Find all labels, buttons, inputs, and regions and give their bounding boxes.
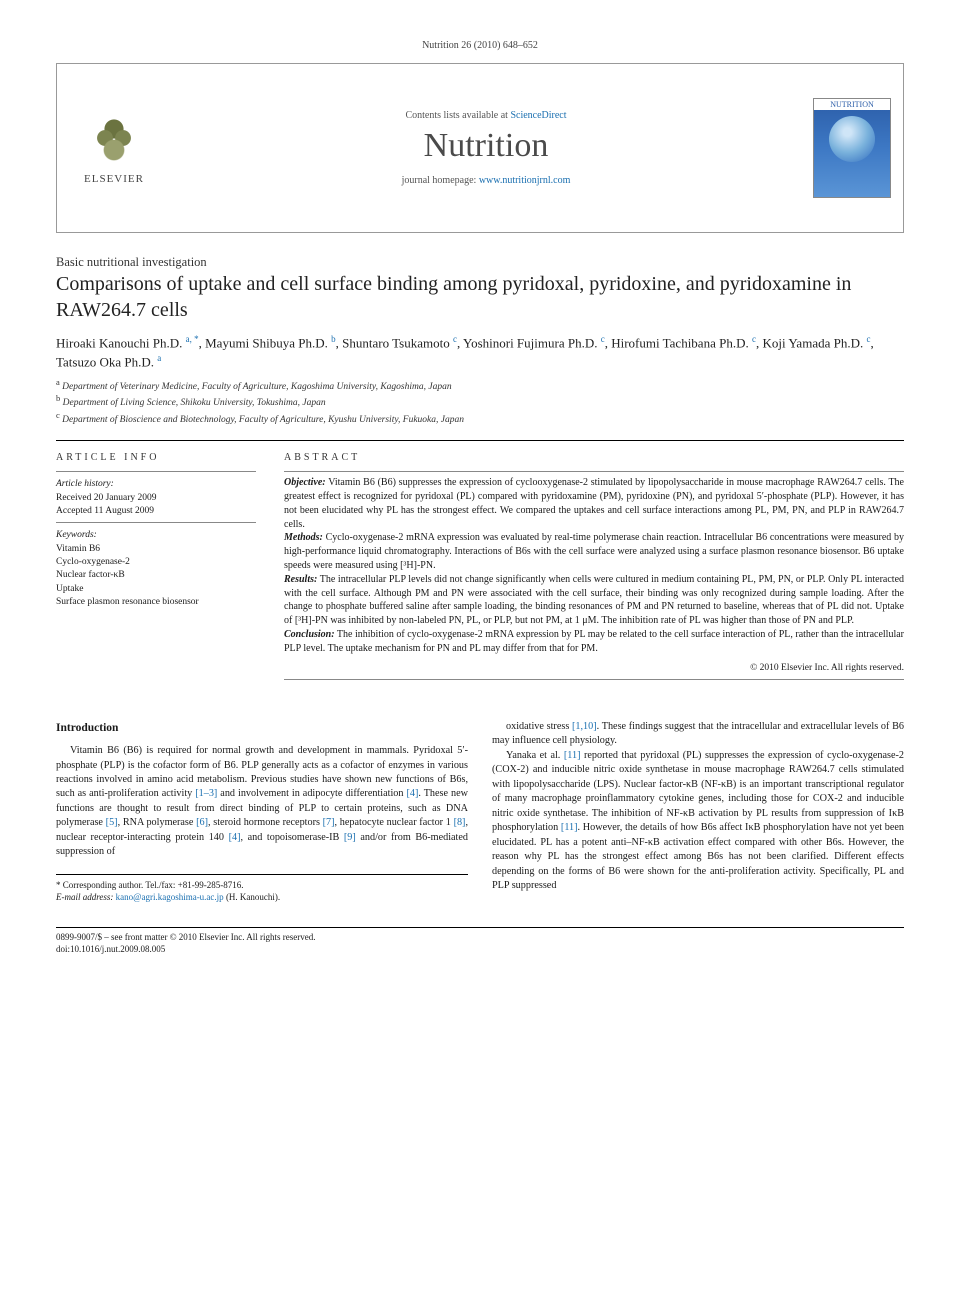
article-title: Comparisons of uptake and cell surface b…	[56, 272, 904, 323]
cover-globe-icon	[829, 116, 875, 162]
results-label: Results:	[284, 574, 317, 585]
ref-link[interactable]: [11]	[564, 750, 581, 761]
conclusion-text: The inhibition of cyclo-oxygenase-2 mRNA…	[284, 629, 904, 654]
methods-text: Cyclo-oxygenase-2 mRNA expression was ev…	[284, 532, 904, 571]
keyword-item: Uptake	[56, 583, 256, 596]
objective-label: Objective:	[284, 477, 326, 488]
footer: 0899-9007/$ – see front matter © 2010 El…	[56, 927, 904, 955]
email-line: E-mail address: kano@agri.kagoshima-u.ac…	[56, 891, 468, 903]
journal-title: Nutrition	[177, 127, 795, 165]
keyword-item: Cyclo-oxygenase-2	[56, 556, 256, 569]
keyword-item: Surface plasmon resonance biosensor	[56, 596, 256, 609]
ref-link[interactable]: [9]	[344, 832, 356, 843]
ref-link[interactable]: [1,10]	[572, 721, 597, 732]
body-columns: Introduction Vitamin B6 (B6) is required…	[56, 720, 904, 903]
article-info: ARTICLE INFO Article history: Received 2…	[56, 451, 256, 683]
history-label: Article history:	[56, 478, 256, 491]
results-text: The intracellular PLP levels did not cha…	[284, 574, 904, 626]
sciencedirect-link[interactable]: ScienceDirect	[510, 110, 566, 121]
journal-cover-thumb: NUTRITION	[813, 98, 891, 198]
email-link[interactable]: kano@agri.kagoshima-u.ac.jp	[116, 892, 224, 902]
divider-rule	[56, 440, 904, 441]
keyword-item: Nuclear factor-κB	[56, 569, 256, 582]
running-citation: Nutrition 26 (2010) 648–652	[56, 40, 904, 51]
corresponding-author: * Corresponding author. Tel./fax: +81-99…	[56, 879, 468, 891]
article-section-label: Basic nutritional investigation	[56, 255, 904, 270]
ref-link[interactable]: [6]	[196, 817, 208, 828]
ref-link[interactable]: [1–3]	[195, 788, 217, 799]
ref-link[interactable]: [4]	[229, 832, 241, 843]
contents-prefix: Contents lists available at	[405, 110, 510, 121]
intro-p2: oxidative stress [1,10]. These findings …	[492, 720, 904, 749]
email-name: (H. Kanouchi).	[226, 892, 280, 902]
journal-header: ELSEVIER Contents lists available at Sci…	[56, 63, 904, 233]
doi-line: doi:10.1016/j.nut.2009.08.005	[56, 944, 904, 956]
abstract: ABSTRACT Objective: Vitamin B6 (B6) supp…	[284, 451, 904, 683]
abstract-heading: ABSTRACT	[284, 451, 904, 465]
elsevier-tree-icon	[84, 111, 144, 171]
contents-line: Contents lists available at ScienceDirec…	[177, 110, 795, 121]
intro-p3: Yanaka et al. [11] reported that pyridox…	[492, 749, 904, 894]
footnote-block: * Corresponding author. Tel./fax: +81-99…	[56, 874, 468, 903]
issn-line: 0899-9007/$ – see front matter © 2010 El…	[56, 932, 904, 944]
intro-p1: Vitamin B6 (B6) is required for normal g…	[56, 744, 468, 860]
journal-home: journal homepage: www.nutritionjrnl.com	[177, 175, 795, 186]
authors-line: Hiroaki Kanouchi Ph.D. a, *, Mayumi Shib…	[56, 333, 904, 371]
info-heading: ARTICLE INFO	[56, 451, 256, 465]
objective-text: Vitamin B6 (B6) suppresses the expressio…	[284, 477, 904, 529]
ref-link[interactable]: [7]	[323, 817, 335, 828]
ref-link[interactable]: [8]	[454, 817, 466, 828]
elsevier-logo: ELSEVIER	[69, 111, 159, 185]
methods-label: Methods:	[284, 532, 323, 543]
info-abstract-row: ARTICLE INFO Article history: Received 2…	[56, 451, 904, 683]
received-date: Received 20 January 2009	[56, 492, 256, 505]
keywords-list: Vitamin B6Cyclo-oxygenase-2Nuclear facto…	[56, 543, 256, 609]
keyword-item: Vitamin B6	[56, 543, 256, 556]
ref-link[interactable]: [4]	[406, 788, 418, 799]
keywords-label: Keywords:	[56, 529, 256, 542]
abstract-body: Objective: Vitamin B6 (B6) suppresses th…	[284, 476, 904, 655]
abstract-copyright: © 2010 Elsevier Inc. All rights reserved…	[284, 662, 904, 675]
elsevier-text: ELSEVIER	[84, 173, 144, 185]
email-label: E-mail address:	[56, 892, 113, 902]
intro-heading: Introduction	[56, 720, 468, 736]
ref-link[interactable]: [5]	[106, 817, 118, 828]
header-center: Contents lists available at ScienceDirec…	[177, 110, 795, 186]
cover-label: NUTRITION	[814, 99, 890, 110]
home-prefix: journal homepage:	[402, 175, 479, 186]
journal-home-link[interactable]: www.nutritionjrnl.com	[479, 175, 571, 186]
ref-link[interactable]: [11]	[561, 822, 578, 833]
affiliations: a Department of Veterinary Medicine, Fac…	[56, 377, 904, 427]
conclusion-label: Conclusion:	[284, 629, 335, 640]
accepted-date: Accepted 11 August 2009	[56, 505, 256, 518]
